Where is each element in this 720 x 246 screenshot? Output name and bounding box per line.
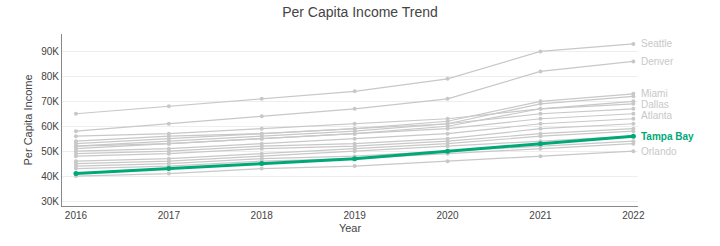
svg-text:2018: 2018: [251, 210, 274, 221]
svg-text:Tampa Bay: Tampa Bay: [641, 131, 694, 142]
svg-text:2016: 2016: [65, 210, 88, 221]
svg-text:Miami: Miami: [641, 88, 668, 99]
svg-text:2017: 2017: [158, 210, 181, 221]
svg-text:Dallas: Dallas: [641, 99, 669, 110]
svg-text:Seattle: Seattle: [641, 38, 673, 49]
svg-text:Year: Year: [339, 222, 362, 234]
svg-text:2022: 2022: [622, 210, 645, 221]
svg-text:50K: 50K: [41, 146, 59, 157]
svg-text:2019: 2019: [344, 210, 367, 221]
svg-text:Denver: Denver: [641, 56, 674, 67]
svg-text:90K: 90K: [41, 46, 59, 57]
svg-text:40K: 40K: [41, 171, 59, 182]
svg-text:30K: 30K: [41, 196, 59, 207]
svg-text:70K: 70K: [41, 96, 59, 107]
svg-text:2021: 2021: [529, 210, 552, 221]
svg-text:2020: 2020: [436, 210, 459, 221]
svg-text:60K: 60K: [41, 121, 59, 132]
svg-text:Orlando: Orlando: [641, 146, 677, 157]
svg-text:80K: 80K: [41, 71, 59, 82]
svg-text:Atlanta: Atlanta: [641, 110, 673, 121]
svg-text:Per Capita Income: Per Capita Income: [22, 74, 34, 165]
svg-text:Per Capita Income Trend: Per Capita Income Trend: [282, 4, 438, 20]
